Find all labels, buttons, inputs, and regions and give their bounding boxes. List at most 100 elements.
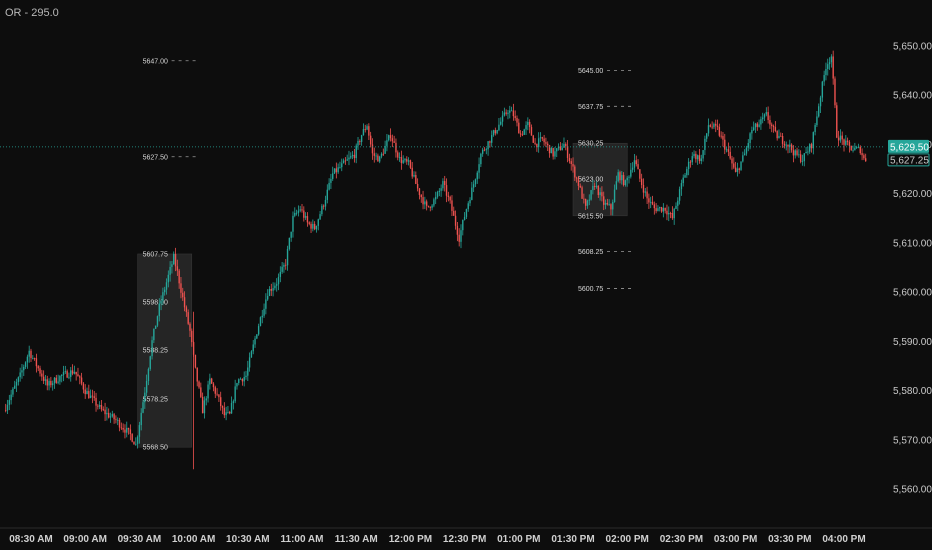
candle-body: [738, 168, 740, 170]
candle-body: [601, 192, 603, 197]
candle-body: [388, 135, 390, 141]
candle-body: [805, 151, 807, 154]
candle-body: [263, 308, 265, 316]
candle-body: [241, 378, 244, 382]
candle-body: [295, 212, 298, 214]
candle-body: [745, 147, 748, 154]
candle-body: [120, 427, 123, 429]
candle-body: [265, 299, 267, 309]
candle-body: [113, 414, 115, 420]
candle-body: [187, 312, 189, 324]
candle-body: [729, 151, 731, 159]
candle-body: [734, 167, 737, 172]
candle-body: [82, 383, 85, 390]
candle-body: [599, 192, 601, 195]
candle-body: [563, 143, 565, 148]
candle-body: [413, 174, 415, 177]
candle-body: [790, 144, 793, 151]
candle-body: [500, 121, 502, 125]
candle-body: [433, 199, 435, 206]
candle-body: [507, 112, 509, 114]
candle-body: [655, 208, 657, 212]
candle-body: [310, 223, 312, 229]
candle-body: [149, 356, 151, 369]
candle-body: [821, 81, 824, 98]
candle-body: [471, 187, 473, 200]
or-ext-level-label: 5608.25: [578, 249, 603, 256]
candle-body: [308, 222, 310, 224]
candle-body: [769, 119, 771, 125]
opening-range-box-morning: [137, 253, 193, 448]
candle-body: [640, 178, 643, 185]
candle-body: [684, 175, 686, 178]
candle-body: [785, 144, 787, 146]
candle-body: [400, 157, 403, 163]
candle-body: [353, 154, 356, 159]
candle-body: [191, 330, 193, 343]
candle-body: [711, 126, 713, 128]
y-axis[interactable]: 5,560.00 5,570.00 5,580.00 5,590.00 5,600.00…: [893, 42, 932, 496]
candle-body: [350, 156, 352, 158]
candle-body: [816, 116, 818, 126]
x-tick-label: 11:30 AM: [335, 534, 378, 545]
candle-body: [326, 189, 328, 200]
candle-body: [588, 199, 590, 201]
candle-body: [669, 213, 672, 214]
candle-body: [147, 368, 150, 381]
candle-body: [261, 315, 263, 318]
candle-body: [35, 358, 38, 367]
indicator-label[interactable]: OR - 295.0: [5, 7, 59, 19]
candle-body: [758, 124, 760, 127]
candle-body: [752, 127, 755, 131]
candle-body: [427, 205, 430, 207]
last-price-badge: [888, 139, 929, 153]
candle-body: [122, 427, 124, 430]
candle-body: [115, 419, 117, 421]
y-tick-label: 5,650.00: [893, 42, 932, 53]
y-tick-label: 5,640.00: [893, 91, 932, 102]
candle-body: [525, 125, 527, 130]
candle-body: [409, 160, 412, 168]
candle-body: [53, 377, 56, 384]
candle-body: [514, 116, 516, 118]
candle-body: [229, 411, 231, 414]
candle-body: [41, 373, 43, 377]
x-tick-label: 03:00 PM: [714, 534, 757, 545]
candle-body: [411, 167, 413, 177]
candle-body: [380, 153, 383, 157]
candle-body: [489, 141, 491, 143]
candle-body: [312, 223, 314, 229]
candle-body: [687, 161, 690, 170]
candle-body: [848, 142, 851, 146]
or-level-label: 5578.25: [143, 397, 168, 404]
opening-range-layer: 5607.75 5598.00 5588.25 5578.25 5568.50 5647.…: [137, 58, 632, 452]
candle-body: [328, 182, 330, 190]
candle-body: [106, 412, 108, 415]
candle-body: [247, 367, 249, 376]
candle-body: [28, 350, 30, 357]
candle-body: [841, 135, 843, 140]
candle-body: [384, 145, 386, 154]
candle-body: [59, 375, 61, 382]
candle-body: [301, 209, 303, 211]
candle-body: [467, 203, 469, 210]
candle-body: [330, 178, 332, 183]
candle-body: [691, 156, 693, 163]
candle-body: [550, 148, 553, 154]
candle-body: [541, 137, 543, 139]
candle-body: [617, 172, 619, 182]
candle-body: [24, 362, 27, 367]
candle-body: [776, 131, 778, 139]
candle-body: [539, 137, 542, 139]
candle-body: [51, 383, 54, 386]
candle-body: [272, 288, 274, 291]
candle-body: [852, 150, 854, 152]
current-price-badge: [887, 153, 930, 167]
candle-body: [695, 153, 697, 160]
candle-body: [407, 160, 410, 162]
candle-body: [472, 184, 475, 188]
candle-body: [608, 204, 610, 205]
candle-body: [93, 396, 95, 398]
x-axis[interactable]: 08:30 AM 09:00 AM 09:30 AM 10:00 AM 10:30 AM…: [0, 527, 932, 545]
